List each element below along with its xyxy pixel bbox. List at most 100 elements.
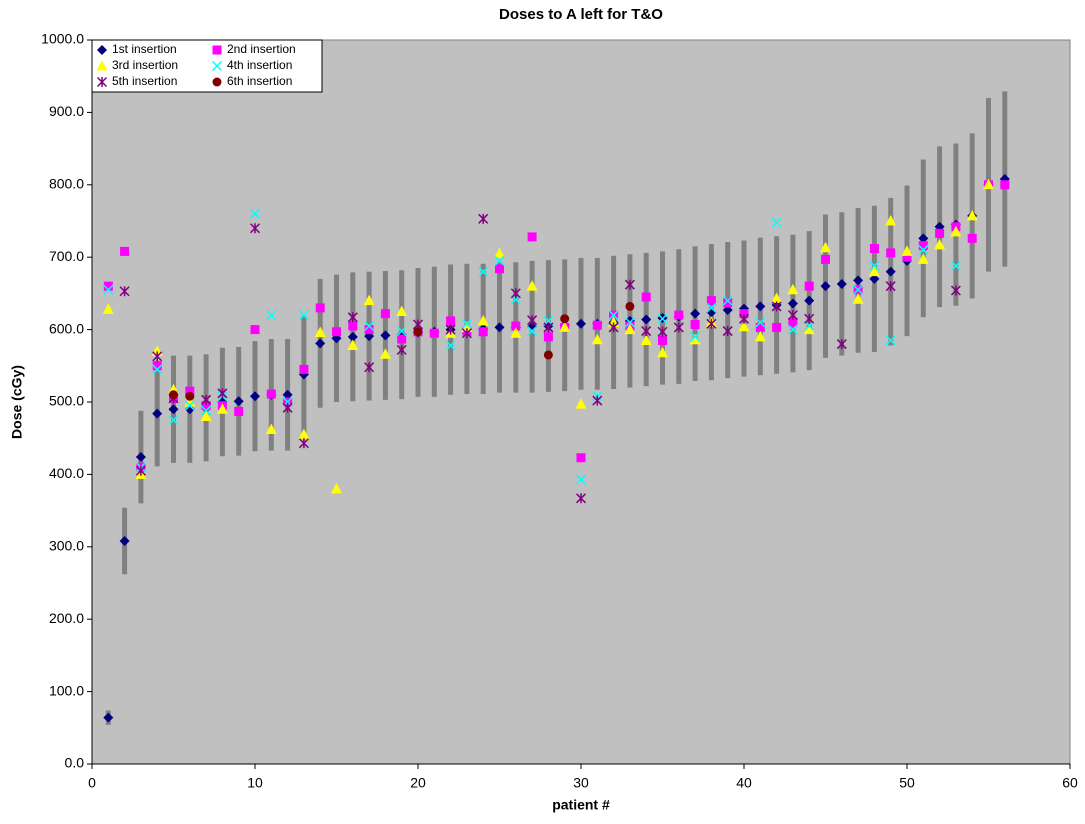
point bbox=[461, 321, 473, 332]
point bbox=[918, 233, 929, 244]
point bbox=[169, 390, 178, 400]
point bbox=[201, 405, 212, 416]
point bbox=[674, 310, 684, 320]
point bbox=[722, 326, 733, 337]
point bbox=[689, 333, 701, 345]
point bbox=[771, 217, 782, 228]
y-tick-label: 800.0 bbox=[49, 176, 84, 192]
point bbox=[266, 389, 276, 399]
point bbox=[119, 286, 130, 297]
point bbox=[478, 266, 489, 277]
point bbox=[935, 228, 945, 238]
point bbox=[625, 301, 635, 311]
point bbox=[429, 328, 439, 338]
point bbox=[185, 386, 195, 396]
point bbox=[592, 320, 602, 330]
point bbox=[803, 323, 815, 335]
point bbox=[950, 225, 962, 237]
point bbox=[168, 415, 179, 426]
point bbox=[446, 316, 456, 326]
point bbox=[673, 322, 684, 333]
point bbox=[706, 302, 717, 313]
point bbox=[495, 264, 504, 274]
point bbox=[967, 233, 977, 243]
point bbox=[527, 232, 537, 242]
y-tick-label: 100.0 bbox=[49, 682, 84, 698]
y-tick-label: 300.0 bbox=[49, 538, 84, 554]
point bbox=[152, 364, 163, 375]
point bbox=[380, 330, 391, 341]
point bbox=[787, 310, 798, 321]
point bbox=[461, 328, 472, 339]
point bbox=[657, 313, 668, 324]
x-tick-label: 20 bbox=[410, 775, 426, 791]
point bbox=[772, 322, 782, 332]
point bbox=[836, 339, 847, 350]
point bbox=[755, 317, 766, 328]
point bbox=[347, 339, 359, 351]
point bbox=[690, 331, 701, 342]
point bbox=[527, 315, 538, 326]
point bbox=[478, 327, 488, 337]
point bbox=[804, 295, 815, 306]
legend-label: 4th insertion bbox=[227, 58, 292, 72]
point bbox=[364, 325, 374, 335]
point bbox=[804, 313, 815, 324]
point bbox=[706, 296, 716, 306]
point bbox=[869, 260, 880, 271]
point bbox=[804, 281, 814, 291]
x-tick-label: 60 bbox=[1062, 775, 1078, 791]
point bbox=[364, 320, 375, 332]
series bbox=[169, 301, 635, 401]
point bbox=[494, 255, 505, 266]
legend-marker bbox=[97, 45, 107, 55]
point bbox=[265, 423, 277, 435]
legend-box bbox=[91, 39, 323, 93]
y-tick-label: 400.0 bbox=[49, 465, 84, 481]
point bbox=[820, 241, 831, 253]
point bbox=[771, 301, 782, 312]
point bbox=[641, 292, 651, 302]
point bbox=[477, 314, 489, 326]
point bbox=[738, 320, 750, 332]
y-axis-label: Dose (cGy) bbox=[9, 365, 25, 439]
point bbox=[184, 400, 195, 411]
point bbox=[917, 253, 929, 264]
point bbox=[249, 223, 261, 234]
point bbox=[234, 406, 244, 416]
point bbox=[722, 295, 733, 306]
point bbox=[950, 285, 961, 296]
point bbox=[723, 298, 733, 308]
point bbox=[804, 320, 815, 332]
point bbox=[885, 266, 896, 277]
point bbox=[869, 273, 880, 284]
point bbox=[771, 292, 783, 303]
point bbox=[184, 404, 195, 415]
point bbox=[918, 244, 929, 255]
point bbox=[853, 275, 864, 286]
point bbox=[299, 364, 309, 374]
point bbox=[494, 247, 505, 259]
legend-marker bbox=[212, 45, 222, 55]
point bbox=[331, 482, 342, 494]
point bbox=[201, 401, 211, 411]
point bbox=[511, 321, 521, 331]
point bbox=[592, 395, 603, 406]
point bbox=[885, 215, 897, 226]
point bbox=[396, 305, 408, 316]
point bbox=[103, 284, 114, 295]
point bbox=[103, 281, 113, 291]
point bbox=[591, 333, 603, 345]
point bbox=[559, 321, 571, 332]
point bbox=[380, 309, 390, 319]
point bbox=[575, 474, 587, 485]
point bbox=[445, 324, 456, 335]
point bbox=[510, 327, 522, 338]
legend-label: 2nd insertion bbox=[227, 42, 296, 56]
point bbox=[657, 326, 668, 337]
point bbox=[657, 346, 668, 358]
point bbox=[543, 350, 553, 360]
y-tick-label: 200.0 bbox=[49, 610, 84, 626]
point bbox=[787, 283, 799, 295]
